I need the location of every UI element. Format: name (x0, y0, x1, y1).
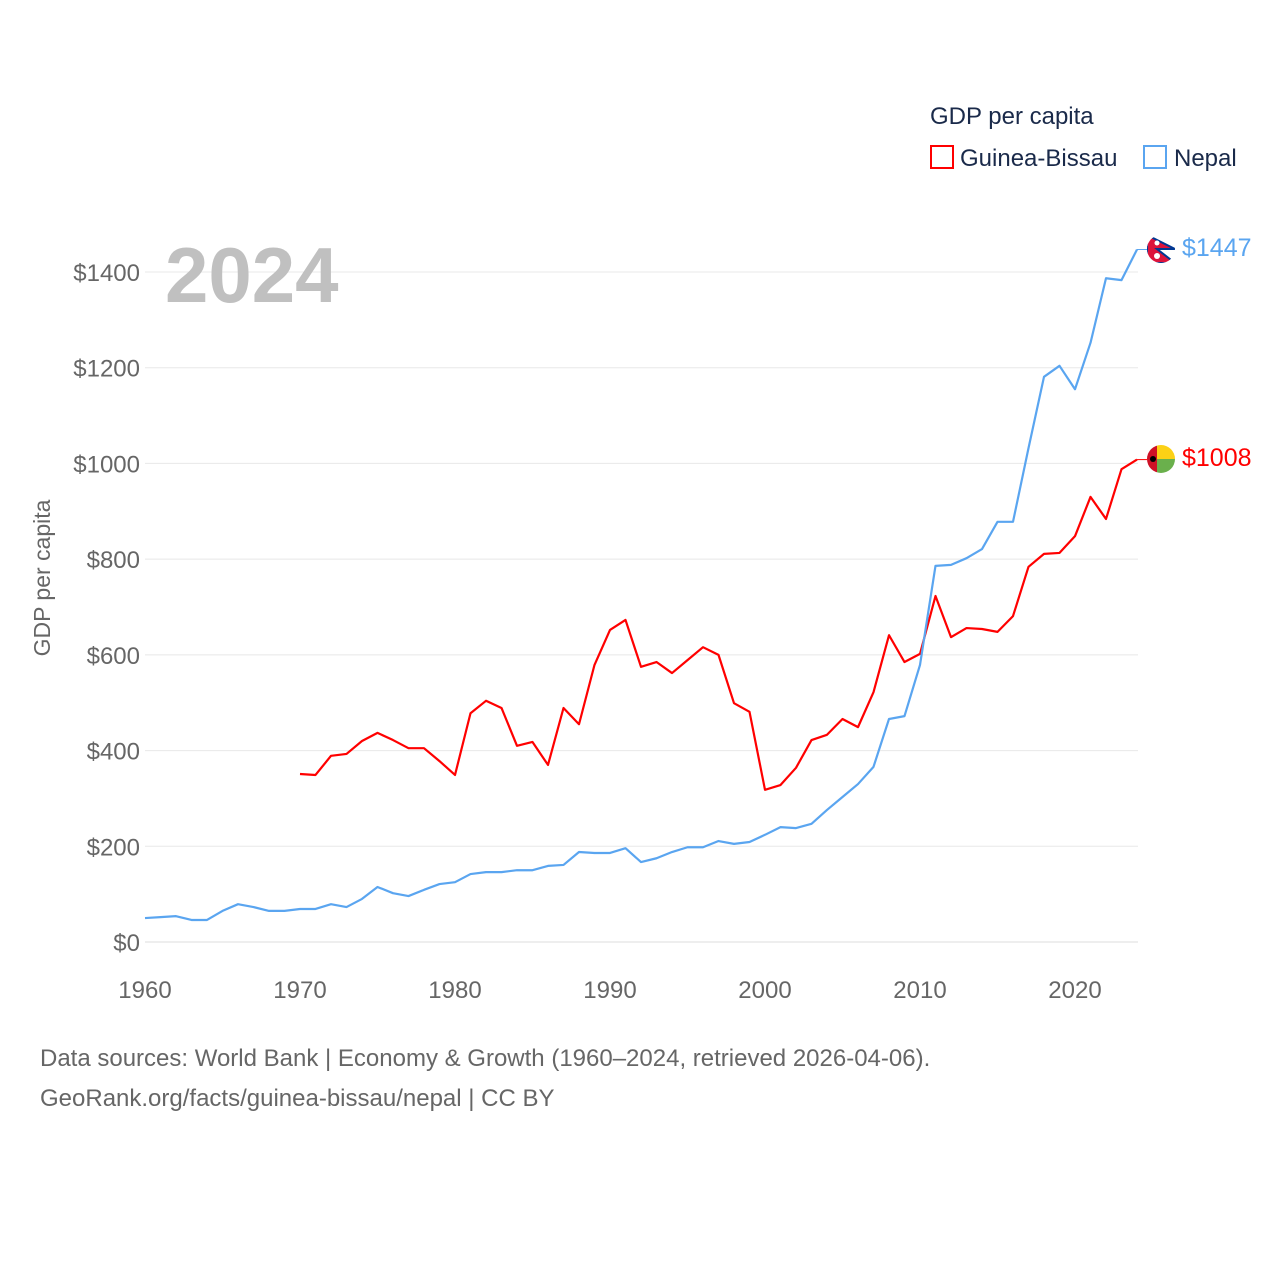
x-tick-label: 1960 (118, 977, 171, 1004)
footer-sources: Data sources: World Bank | Economy & Gro… (40, 1045, 931, 1072)
x-tick-label: 1980 (428, 977, 481, 1004)
end-label-nepal: $1447 (1182, 234, 1252, 262)
x-tick-label: 1970 (273, 977, 326, 1004)
series-line-nepal (144, 249, 1138, 922)
x-tick-label: 2000 (738, 977, 791, 1004)
y-tick-labels: $0 $200 $400 $600 $800 $1000 $1200 $1400 (73, 260, 140, 957)
x-tick-labels: 1960 1970 1980 1990 2000 2010 2020 (118, 977, 1101, 1004)
legend-item-guinea-bissau[interactable]: Guinea-Bissau (930, 145, 1117, 172)
y-tick-label: $600 (87, 643, 140, 670)
y-tick-label: $800 (87, 547, 140, 574)
nepal-flag-icon (1147, 235, 1175, 263)
x-tick-label: 1990 (583, 977, 636, 1004)
legend-label-guinea-bissau: Guinea-Bissau (960, 145, 1117, 172)
y-tick-label: $1200 (73, 356, 140, 383)
x-tick-label: 2020 (1048, 977, 1101, 1004)
gridlines (145, 271, 1138, 943)
y-tick-label: $0 (113, 930, 140, 957)
series-lines (144, 249, 1147, 922)
legend-swatch-guinea-bissau (930, 145, 954, 169)
x-tick-label: 2010 (893, 977, 946, 1004)
y-tick-label: $1400 (73, 260, 140, 287)
series-line-guinea-bissau (299, 458, 1138, 791)
legend-title: GDP per capita (930, 103, 1094, 130)
guinea-bissau-flag-icon (1147, 445, 1175, 473)
y-tick-label: $1000 (73, 451, 140, 478)
year-watermark: 2024 (165, 231, 339, 319)
end-label-guinea-bissau: $1008 (1182, 444, 1252, 472)
legend-item-nepal[interactable]: Nepal (1143, 145, 1237, 172)
y-axis-title: GDP per capita (29, 499, 55, 656)
legend-swatch-nepal (1143, 145, 1167, 169)
legend-label-nepal: Nepal (1174, 145, 1237, 172)
footer-link[interactable]: GeoRank.org/facts/guinea-bissau/nepal | … (40, 1085, 555, 1112)
y-tick-label: $200 (87, 834, 140, 861)
y-tick-label: $400 (87, 739, 140, 766)
